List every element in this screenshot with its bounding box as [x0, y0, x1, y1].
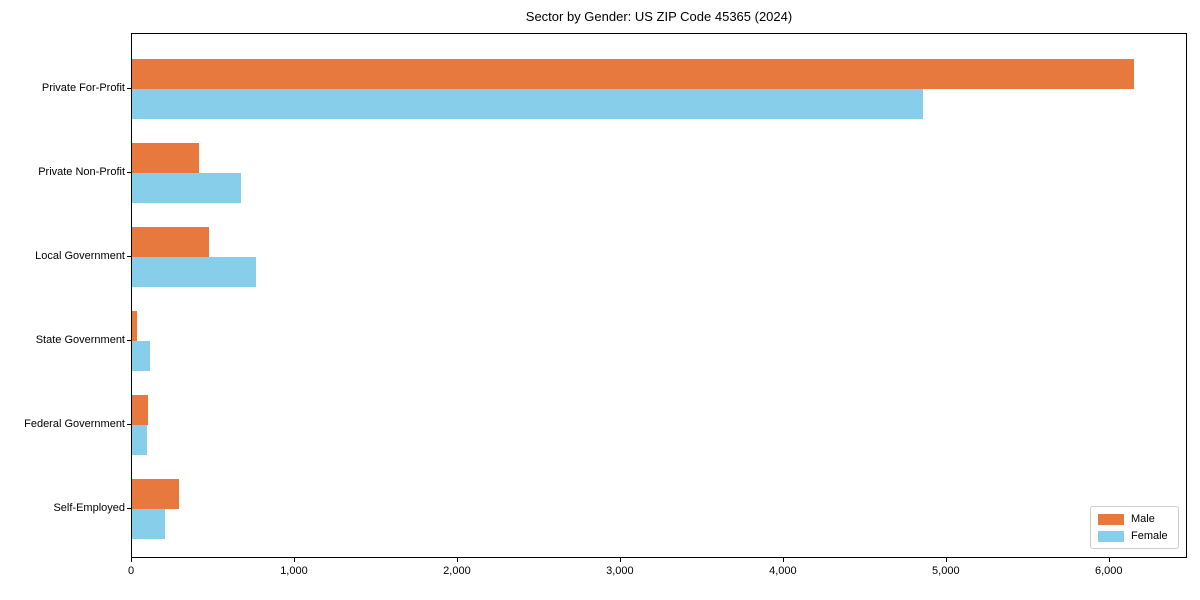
category-label-1: Private Non-Profit [38, 166, 125, 178]
category-label-4: Federal Government [24, 418, 125, 430]
bar-male-4 [132, 395, 149, 425]
x-tick-label-1: 1,000 [280, 565, 308, 577]
bar-female-4 [132, 425, 147, 455]
y-tick-4 [127, 424, 131, 425]
x-tick-4 [782, 558, 784, 562]
bar-female-1 [132, 173, 241, 203]
category-label-2: Local Government [35, 250, 125, 262]
y-tick-5 [127, 508, 131, 509]
x-tick-6 [1108, 558, 1110, 562]
bar-male-0 [132, 59, 1134, 89]
x-tick-label-5: 5,000 [932, 565, 960, 577]
plot-area [131, 33, 1187, 558]
y-tick-2 [127, 256, 131, 257]
bar-female-0 [132, 89, 923, 119]
y-tick-3 [127, 340, 131, 341]
bar-female-3 [132, 341, 150, 371]
x-tick-2 [456, 558, 458, 562]
x-tick-label-6: 6,000 [1095, 565, 1123, 577]
legend: Male Female [1090, 506, 1179, 549]
bar-male-5 [132, 479, 180, 509]
legend-entry-male: Male [1098, 513, 1168, 525]
x-tick-3 [619, 558, 621, 562]
x-tick-5 [945, 558, 947, 562]
bar-male-2 [132, 227, 210, 257]
y-tick-0 [127, 88, 131, 89]
bar-male-1 [132, 143, 199, 173]
x-tick-label-0: 0 [127, 565, 135, 577]
bar-female-2 [132, 257, 256, 287]
chart-title: Sector by Gender: US ZIP Code 45365 (202… [525, 9, 793, 24]
legend-label-female: Female [1131, 530, 1168, 542]
category-label-3: State Government [35, 334, 125, 346]
legend-label-male: Male [1131, 513, 1155, 525]
x-tick-label-4: 4,000 [769, 565, 797, 577]
x-tick-0 [131, 558, 132, 562]
legend-entry-female: Female [1098, 530, 1168, 542]
x-tick-label-2: 2,000 [443, 565, 471, 577]
legend-swatch-female [1098, 530, 1124, 542]
bar-female-5 [132, 509, 165, 539]
x-tick-1 [293, 558, 295, 562]
y-tick-1 [127, 172, 131, 173]
legend-swatch-male [1098, 513, 1124, 525]
category-label-0: Private For-Profit [41, 82, 125, 94]
bar-male-3 [132, 311, 137, 341]
category-label-5: Self-Employed [53, 502, 125, 514]
x-tick-label-3: 3,000 [606, 565, 634, 577]
